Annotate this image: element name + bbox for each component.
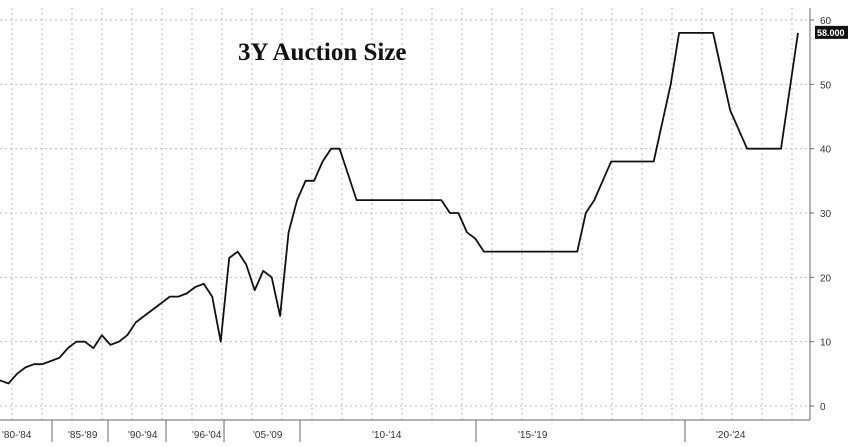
series-line: [0, 32, 799, 385]
x-tick-label: '10-'14: [372, 430, 402, 441]
last-value-badge: [815, 25, 848, 39]
y-axis-ticks: 0 10 20 30 40 50 60: [810, 16, 832, 413]
y-tick-label: 60: [820, 16, 832, 27]
y-tick-label: 50: [820, 80, 832, 91]
x-tick-label: '15-'19: [518, 430, 548, 441]
y-tick-label: 40: [820, 145, 832, 156]
y-tick-label: 0: [820, 402, 826, 413]
last-value-label: 58.000: [817, 28, 845, 38]
last-value-marker: 58.000: [815, 25, 848, 39]
x-tick-label: '80-'84: [2, 430, 32, 441]
x-tick-label: '20-'24: [716, 430, 746, 441]
y-tick-label: 30: [820, 209, 832, 220]
grid-lines: [0, 8, 810, 420]
series-line-layer: [0, 32, 799, 385]
x-tick-label: '90-'94: [128, 430, 158, 441]
y-tick-label: 10: [820, 338, 832, 349]
x-axis-ticks: '80-'84 '85-'89 '90-'94 '96-'04 '05-'09 '10-'…: [2, 420, 746, 442]
x-tick-label: '05-'09: [253, 430, 283, 441]
x-tick-label: '96-'04: [192, 430, 222, 441]
x-tick-label: '85-'89: [68, 430, 98, 441]
axes: [0, 8, 811, 421]
chart-title: 3Y Auction Size: [238, 39, 407, 66]
y-tick-label: 20: [820, 273, 832, 284]
